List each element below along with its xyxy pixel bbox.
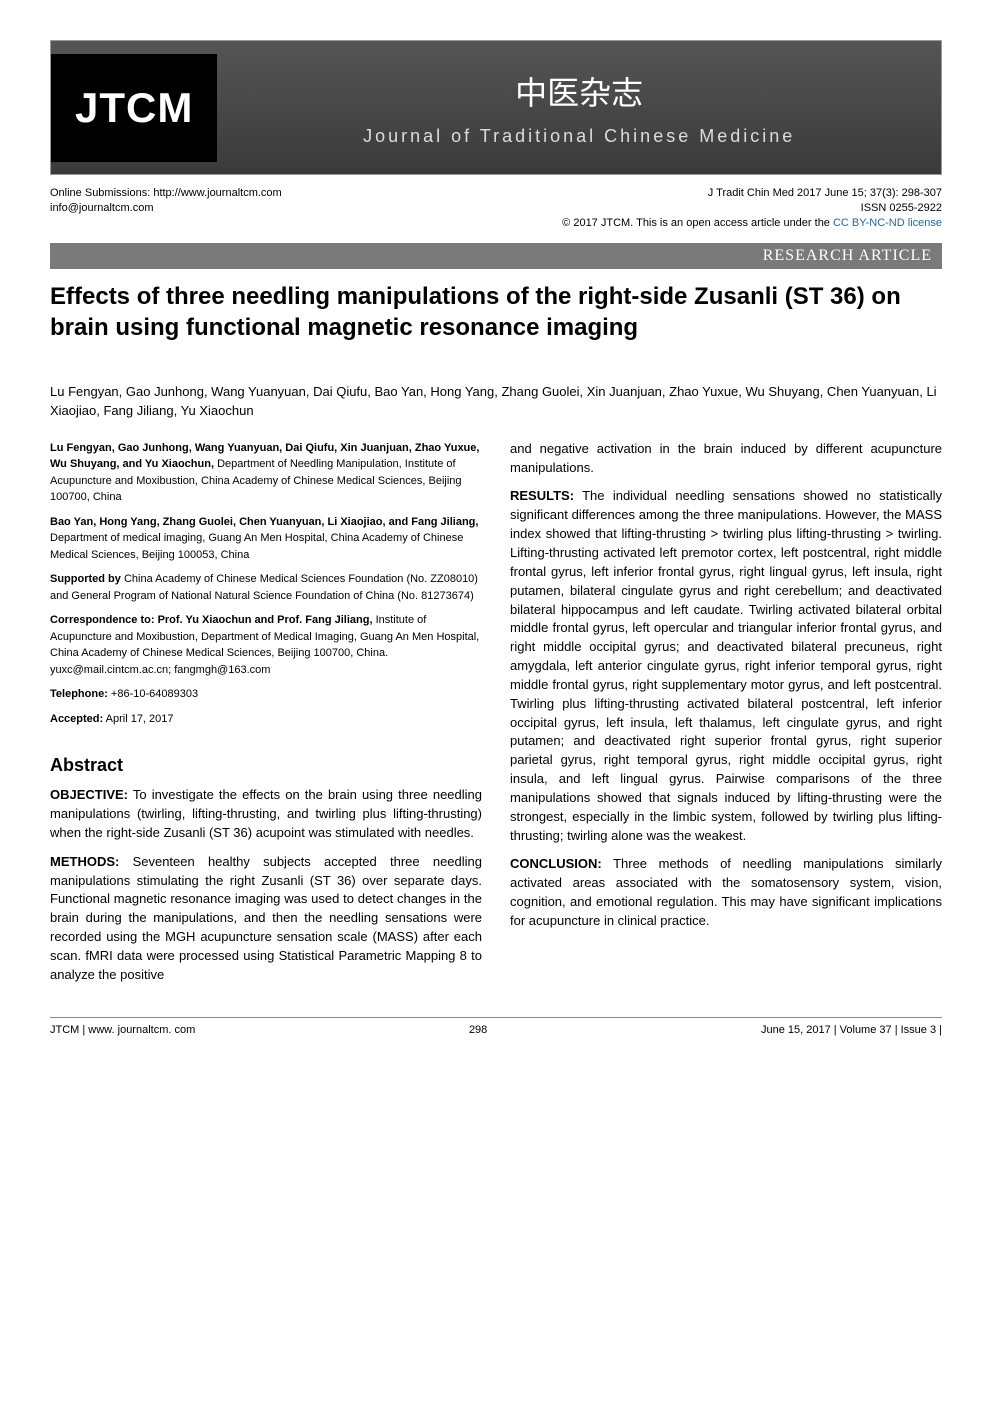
affil-2-authors: Bao Yan, Hong Yang, Zhang Guolei, Chen Y… <box>50 516 478 528</box>
footer-page-number: 298 <box>469 1024 487 1036</box>
methods-paragraph: METHODS: Seventeen healthy subjects acce… <box>50 853 482 985</box>
support-label: Supported by <box>50 573 121 585</box>
footer-right: June 15, 2017 | Volume 37 | Issue 3 | <box>761 1024 942 1036</box>
results-label: RESULTS: <box>510 488 574 503</box>
conclusion-label: CONCLUSION: <box>510 856 602 871</box>
article-type-badge: RESEARCH ARTICLE <box>50 243 942 269</box>
header-text: 中医杂志 Journal of Traditional Chinese Medi… <box>217 68 941 147</box>
telephone-info: Telephone: +86-10-64089303 <box>50 686 482 703</box>
meta-row-2: info@journaltcm.com ISSN 0255-2922 <box>50 202 942 214</box>
affil-2-text: Department of medical imaging, Guang An … <box>50 532 463 561</box>
license-prefix: © 2017 JTCM. This is an open access arti… <box>562 217 833 229</box>
issn-text: ISSN 0255-2922 <box>861 202 942 214</box>
right-column: and negative activation in the brain ind… <box>510 440 942 995</box>
two-column-layout: Lu Fengyan, Gao Junhong, Wang Yuanyuan, … <box>50 440 942 995</box>
meta-row-1: Online Submissions: http://www.journaltc… <box>50 187 942 199</box>
results-paragraph: RESULTS: The individual needling sensati… <box>510 487 942 845</box>
authors-line: Lu Fengyan, Gao Junhong, Wang Yuanyuan, … <box>50 383 942 419</box>
accepted-text: April 17, 2017 <box>103 713 173 725</box>
affiliation-2: Bao Yan, Hong Yang, Zhang Guolei, Chen Y… <box>50 514 482 564</box>
submissions-text: Online Submissions: http://www.journaltc… <box>50 187 282 199</box>
objective-label: OBJECTIVE: <box>50 787 128 802</box>
article-title: Effects of three needling manipulations … <box>50 281 942 343</box>
footer-left: JTCM | www. journaltcm. com <box>50 1024 195 1036</box>
conclusion-paragraph: CONCLUSION: Three methods of needling ma… <box>510 855 942 930</box>
tel-text: +86-10-64089303 <box>108 688 198 700</box>
journal-name: Journal of Traditional Chinese Medicine <box>237 126 921 147</box>
affiliation-1: Lu Fengyan, Gao Junhong, Wang Yuanyuan, … <box>50 440 482 506</box>
methods-text: Seventeen healthy subjects accepted thre… <box>50 854 482 982</box>
journal-logo: JTCM <box>51 54 217 162</box>
abstract-heading: Abstract <box>50 755 482 776</box>
license-text: © 2017 JTCM. This is an open access arti… <box>562 217 942 229</box>
accepted-label: Accepted: <box>50 713 103 725</box>
accepted-info: Accepted: April 17, 2017 <box>50 711 482 728</box>
results-text: The individual needling sensations showe… <box>510 488 942 842</box>
methods-label: METHODS: <box>50 854 119 869</box>
meta-row-3: © 2017 JTCM. This is an open access arti… <box>50 217 942 229</box>
correspondence-info: Correspondence to: Prof. Yu Xiaochun and… <box>50 612 482 678</box>
license-link[interactable]: CC BY-NC-ND license <box>833 217 942 229</box>
chinese-title: 中医杂志 <box>237 68 921 114</box>
corr-label: Correspondence to: Prof. Yu Xiaochun and… <box>50 614 373 626</box>
support-info: Supported by China Academy of Chinese Me… <box>50 571 482 604</box>
methods-continuation: and negative activation in the brain ind… <box>510 440 942 478</box>
page-footer: JTCM | www. journaltcm. com 298 June 15,… <box>50 1017 942 1036</box>
left-column: Lu Fengyan, Gao Junhong, Wang Yuanyuan, … <box>50 440 482 995</box>
citation-text: J Tradit Chin Med 2017 June 15; 37(3): 2… <box>708 187 942 199</box>
email-text: info@journaltcm.com <box>50 202 153 214</box>
objective-paragraph: OBJECTIVE: To investigate the effects on… <box>50 786 482 843</box>
tel-label: Telephone: <box>50 688 108 700</box>
header-banner: JTCM 中医杂志 Journal of Traditional Chinese… <box>50 40 942 175</box>
